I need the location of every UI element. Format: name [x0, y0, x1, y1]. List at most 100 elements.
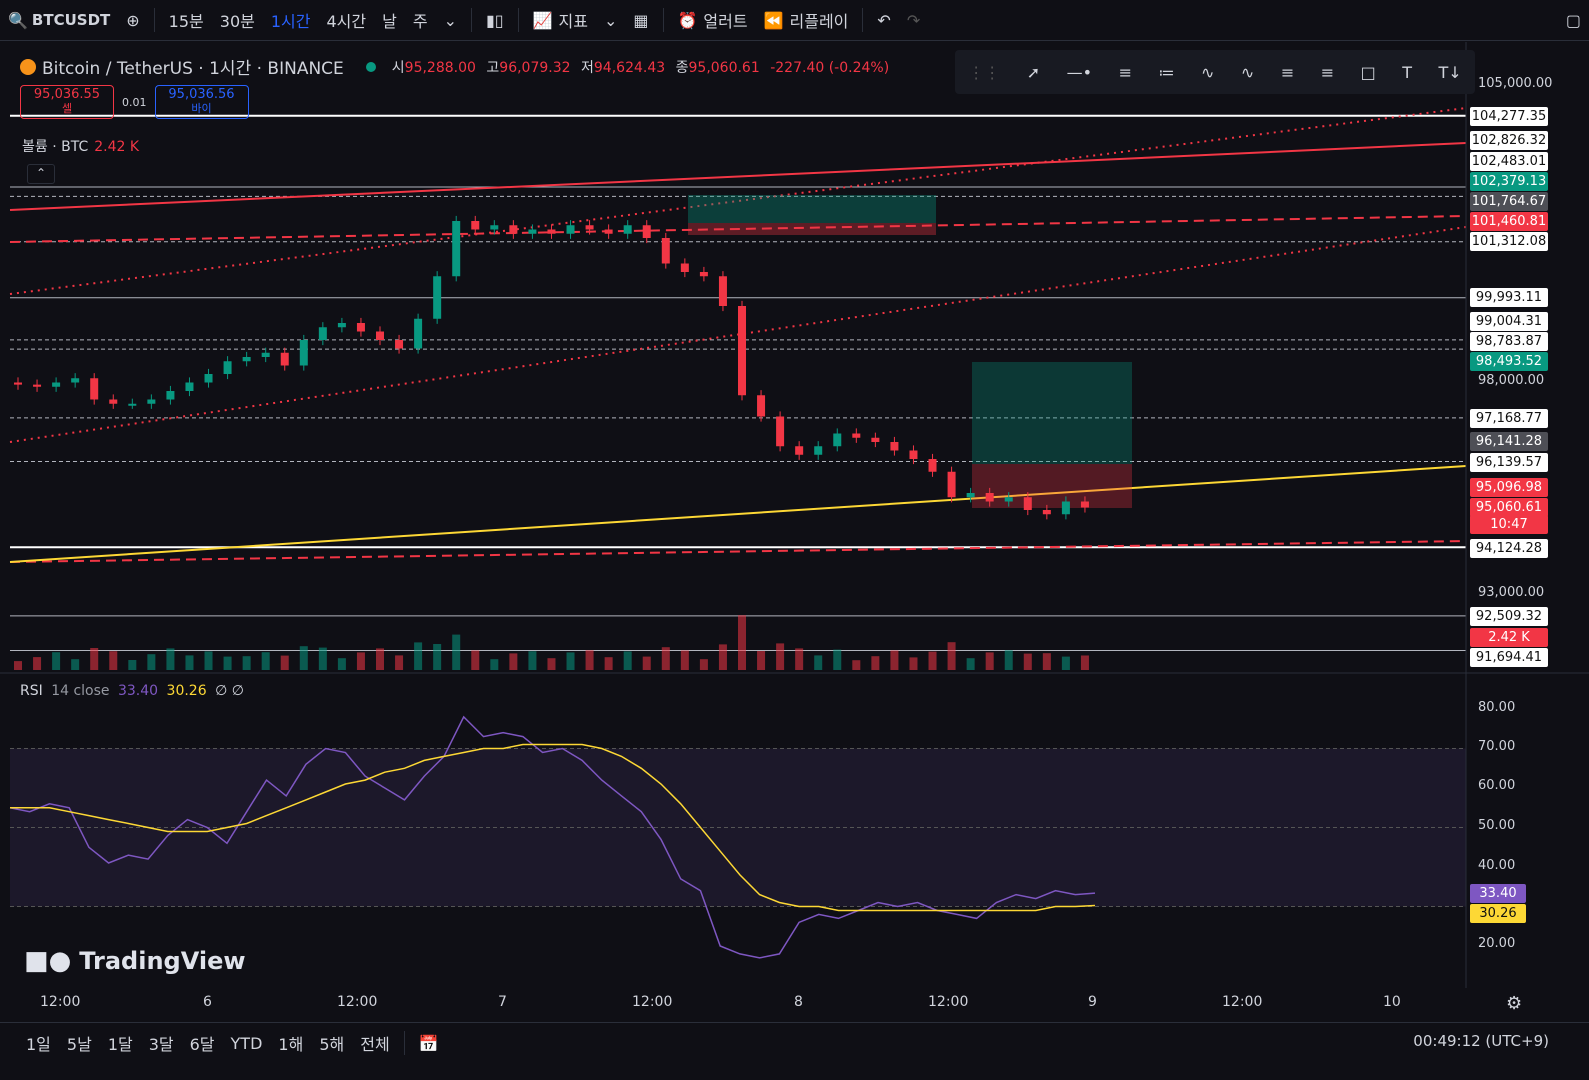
volume-bar	[71, 659, 79, 670]
text-note-icon[interactable]: T↓	[1439, 63, 1462, 82]
volume-bar	[871, 656, 879, 670]
alert-button[interactable]: ⏰ 얼러트	[670, 0, 756, 40]
price-label: 104,277.35	[1470, 107, 1548, 126]
candle	[1062, 502, 1070, 515]
bid-ask-panel: 95,036.55 셀 0.01 95,036.56 바이	[20, 85, 249, 119]
time-tick: 6	[203, 994, 212, 1010]
fib-retracement-icon[interactable]: ≔	[1159, 63, 1175, 82]
candle	[909, 451, 917, 460]
candle	[52, 383, 60, 387]
candle	[185, 383, 193, 392]
price-tick: 105,000.00	[1478, 76, 1552, 91]
volume-legend: 볼륨 · BTC 2.42 K	[22, 136, 139, 156]
parallel-channel-icon[interactable]: ≡	[1119, 63, 1132, 82]
interval-4h[interactable]: 4시간	[318, 0, 374, 40]
rectangle-icon[interactable]: □	[1361, 63, 1376, 82]
time-tick: 8	[794, 994, 803, 1010]
candle	[948, 472, 956, 498]
buy-button[interactable]: 95,036.56 바이	[155, 85, 249, 119]
candle	[147, 400, 155, 404]
volume-bar	[700, 659, 708, 670]
symbol-search[interactable]: 🔍 BTCUSDT	[0, 0, 118, 40]
indicators-dropdown[interactable]: ⌄	[596, 0, 625, 40]
settings-gear-icon[interactable]: ⚙	[1506, 993, 1522, 1014]
volume-bar	[338, 658, 346, 670]
rsi-value-label: 30.26	[1470, 904, 1526, 923]
candle	[109, 400, 117, 404]
goto-date-button[interactable]: 📅	[411, 1034, 447, 1053]
range-3m[interactable]: 3달	[141, 1031, 182, 1055]
sell-button[interactable]: 95,036.55 셀	[20, 85, 114, 119]
pattern-15-icon[interactable]: ∿	[1201, 63, 1214, 82]
candle	[128, 404, 136, 406]
interval-1h[interactable]: 1시간	[263, 0, 319, 40]
time-axis[interactable]: 12:00 6 12:00 7 12:00 8 12:00 9 12:00 10	[0, 990, 1589, 1018]
candle	[90, 378, 98, 399]
indicators-icon: 📈	[533, 11, 553, 30]
grid-icon: ▦	[633, 11, 648, 30]
fullscreen-button[interactable]: ▢	[1558, 0, 1589, 40]
interval-week[interactable]: 주	[405, 0, 436, 40]
price-label: 102,826.32	[1470, 131, 1548, 150]
clock-timezone[interactable]: 00:49:12 (UTC+9)	[1413, 1032, 1549, 1050]
rsi-legend: RSI 14 close 33.40 30.26 ∅ ∅	[20, 683, 244, 699]
range-5y[interactable]: 5해	[311, 1031, 352, 1055]
time-tick: 12:00	[337, 994, 377, 1010]
chevron-down-icon: ⌄	[604, 11, 617, 30]
candle	[871, 438, 879, 442]
collapse-legend-button[interactable]: ⌃	[27, 164, 55, 184]
price-chart[interactable]	[0, 42, 1589, 992]
candle	[833, 434, 841, 447]
fib-channel-icon[interactable]: ≡	[1321, 63, 1334, 82]
interval-15m[interactable]: 15분	[161, 0, 212, 40]
chart-type-button[interactable]: ▮▯	[478, 0, 512, 40]
time-tick: 12:00	[928, 994, 968, 1010]
candle	[433, 276, 441, 319]
volume-bar	[776, 643, 784, 670]
tv-logo-icon: ■●	[24, 946, 71, 976]
candle	[719, 276, 727, 306]
text-icon[interactable]: T	[1402, 63, 1412, 82]
rsi-tick: 70.00	[1478, 739, 1515, 754]
undo-button[interactable]: ↶	[869, 0, 898, 40]
add-symbol-button[interactable]: ⊕	[118, 0, 147, 40]
volume-bar	[738, 615, 746, 670]
interval-day[interactable]: 날	[374, 0, 405, 40]
pattern-abc-icon[interactable]: ∿	[1241, 63, 1254, 82]
volume-bar	[166, 648, 174, 670]
range-1m[interactable]: 1달	[100, 1031, 141, 1055]
bitcoin-icon	[20, 59, 36, 75]
indicators-button[interactable]: 📈 지표	[525, 0, 596, 40]
horizontal-ray-icon[interactable]: —•	[1067, 63, 1092, 82]
layout-button[interactable]: ▦	[625, 0, 656, 40]
range-1d[interactable]: 1일	[18, 1031, 59, 1055]
time-tick: 10	[1383, 994, 1401, 1010]
price-label: 97,168.77	[1470, 409, 1548, 428]
interval-dropdown[interactable]: ⌄	[436, 0, 465, 40]
drag-handle-icon[interactable]: ⋮⋮	[968, 63, 1000, 82]
replay-button[interactable]: ⏪ 리플레이	[756, 0, 857, 40]
candle	[205, 374, 213, 383]
range-ytd[interactable]: YTD	[223, 1034, 271, 1053]
trend-line-icon[interactable]: ➚	[1027, 63, 1040, 82]
fib-levels-icon[interactable]: ≡	[1281, 63, 1294, 82]
symbol-title: Bitcoin / TetherUS · 1시간 · BINANCE	[42, 54, 344, 79]
range-5d[interactable]: 5날	[59, 1031, 100, 1055]
candle	[452, 221, 460, 276]
volume-bar	[1024, 654, 1032, 670]
rsi-tick: 60.00	[1478, 778, 1515, 793]
range-all[interactable]: 전체	[352, 1031, 397, 1055]
price-label: 101,312.08	[1470, 232, 1548, 251]
candle	[357, 323, 365, 332]
candle	[376, 332, 384, 341]
long-position-box	[972, 464, 1132, 508]
volume-bar	[90, 648, 98, 670]
interval-30m[interactable]: 30분	[212, 0, 263, 40]
range-1y[interactable]: 1해	[270, 1031, 311, 1055]
volume-bar	[185, 655, 193, 670]
top-toolbar: 🔍 BTCUSDT ⊕ 15분 30분 1시간 4시간 날 주 ⌄ ▮▯ 📈 지…	[0, 0, 1589, 41]
redo-button[interactable]: ↷	[899, 0, 928, 40]
range-6m[interactable]: 6달	[182, 1031, 223, 1055]
volume-bar	[1005, 650, 1013, 670]
replay-label: 리플레이	[790, 8, 849, 32]
